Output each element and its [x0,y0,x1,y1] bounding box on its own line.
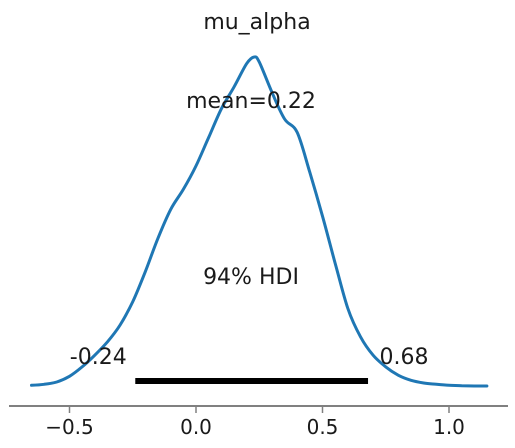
x-tick-label: −0.5 [45,415,94,439]
hdi-label: 94% HDI [203,265,299,290]
x-tick-label: 1.0 [433,415,465,439]
chart-title: mu_alpha [203,10,310,35]
x-tick-label: 0.5 [307,415,339,439]
hdi-upper-label: 0.68 [380,345,429,370]
density-curve [30,55,489,388]
hdi-lower-label: -0.24 [70,345,127,370]
x-tick-label: 0.0 [180,415,212,439]
x-axis-ticks: −0.5 0.0 0.5 1.0 [45,406,465,439]
mean-label: mean=0.22 [186,89,316,114]
